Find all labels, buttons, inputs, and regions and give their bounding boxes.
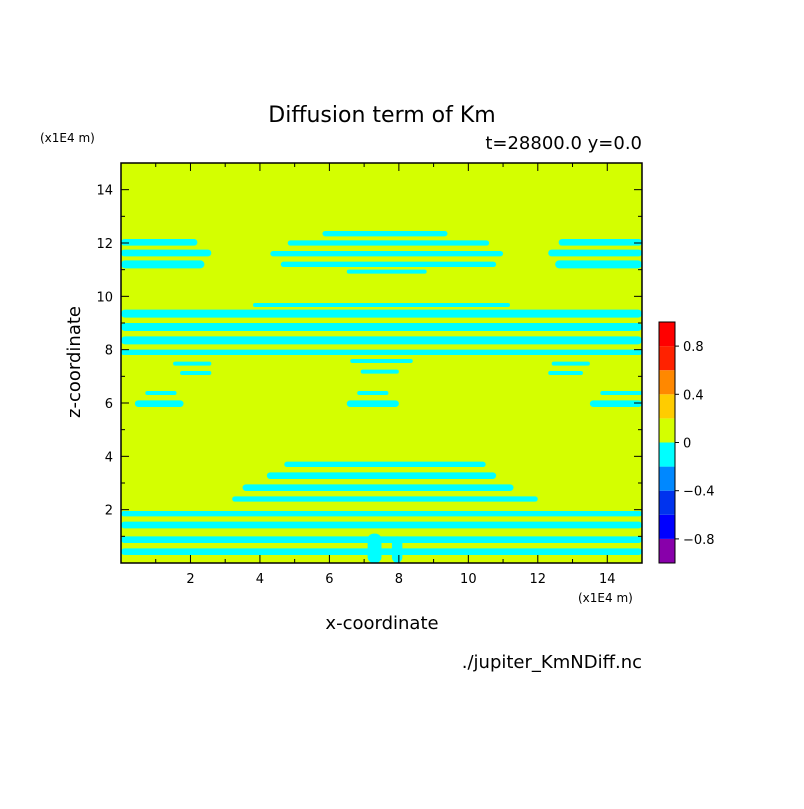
colorbar-swatch bbox=[659, 490, 675, 515]
negative-band-36 bbox=[367, 533, 382, 563]
negative-band-14 bbox=[121, 336, 642, 345]
plot-axes: 2 4 6 8 10 12 14 2 4 6 8 10 12 14 bbox=[96, 162, 643, 587]
colorbar-swatch bbox=[659, 418, 675, 443]
colorbar-tick-label: 0.4 bbox=[683, 388, 704, 403]
colorbar-swatch bbox=[659, 538, 675, 563]
negative-band-31 bbox=[232, 496, 538, 502]
colorbar-swatch bbox=[659, 514, 675, 539]
y-tick-label: 2 bbox=[105, 504, 113, 519]
negative-band-27 bbox=[589, 400, 642, 407]
chart-labels: Diffusion term of Km t=28800.0 y=0.0 (x1… bbox=[40, 103, 642, 673]
y-tick-label: 10 bbox=[96, 290, 113, 305]
negative-band-18 bbox=[551, 361, 590, 366]
negative-band-5 bbox=[555, 260, 642, 269]
x-unit-label: (x1E4 m) bbox=[578, 591, 633, 605]
negative-band-17 bbox=[180, 371, 212, 375]
x-tick-label: 8 bbox=[395, 572, 403, 587]
colorbar: 0.8 0.4 0 −0.4 −0.8 bbox=[658, 321, 715, 564]
negative-band-8 bbox=[270, 251, 504, 257]
colorbar-swatch bbox=[659, 394, 675, 419]
negative-band-15 bbox=[121, 349, 642, 355]
negative-band-23 bbox=[134, 400, 184, 407]
negative-band-10 bbox=[346, 269, 427, 274]
negative-band-0 bbox=[121, 239, 198, 246]
y-unit-label: (x1E4 m) bbox=[40, 131, 95, 145]
x-tick-label: 6 bbox=[325, 572, 333, 587]
negative-band-1 bbox=[121, 249, 212, 257]
colorbar-swatch bbox=[659, 466, 675, 491]
negative-band-19 bbox=[548, 371, 583, 375]
negative-band-7 bbox=[287, 240, 490, 246]
colorbar-swatch bbox=[659, 322, 675, 347]
x-tick-label: 4 bbox=[256, 572, 264, 587]
negative-band-25 bbox=[346, 400, 399, 407]
chart-title: Diffusion term of Km bbox=[268, 103, 495, 128]
negative-band-33 bbox=[121, 521, 642, 529]
negative-band-4 bbox=[548, 249, 642, 257]
contour-field bbox=[121, 163, 642, 563]
colorbar-tick-label: 0.8 bbox=[683, 340, 704, 355]
negative-band-30 bbox=[242, 484, 514, 491]
negative-band-24 bbox=[357, 391, 389, 395]
colorbar-swatch bbox=[659, 370, 675, 395]
x-tick-label: 14 bbox=[599, 572, 616, 587]
negative-band-12 bbox=[121, 309, 642, 318]
source-filename: ./jupiter_KmNDiff.nc bbox=[462, 652, 642, 673]
negative-band-20 bbox=[350, 359, 413, 363]
negative-band-32 bbox=[121, 511, 642, 517]
y-tick-label: 8 bbox=[105, 344, 113, 359]
x-tick-label: 12 bbox=[530, 572, 547, 587]
negative-band-21 bbox=[360, 369, 399, 374]
negative-band-26 bbox=[600, 391, 642, 395]
y-tick-label: 6 bbox=[105, 397, 113, 412]
plot-frame bbox=[120, 162, 643, 564]
y-tick-label: 12 bbox=[96, 237, 113, 252]
chart-subtitle: t=28800.0 y=0.0 bbox=[485, 133, 642, 154]
negative-band-3 bbox=[558, 239, 642, 246]
x-tick-label: 10 bbox=[460, 572, 477, 587]
negative-band-2 bbox=[121, 260, 205, 269]
negative-band-16 bbox=[173, 361, 212, 366]
negative-band-11 bbox=[252, 303, 511, 307]
x-axis-label: x-coordinate bbox=[325, 613, 438, 634]
negative-band-9 bbox=[280, 261, 497, 267]
negative-band-22 bbox=[145, 391, 177, 395]
colorbar-tick-label: 0 bbox=[683, 437, 691, 452]
y-tick-label: 4 bbox=[105, 450, 113, 465]
colorbar-swatch bbox=[659, 442, 675, 467]
negative-band-29 bbox=[266, 472, 497, 479]
x-tick-label: 2 bbox=[186, 572, 194, 587]
negative-band-28 bbox=[284, 461, 486, 467]
negative-band-13 bbox=[121, 323, 642, 331]
colorbar-tick-label: −0.8 bbox=[683, 533, 715, 548]
y-axis-label: z-coordinate bbox=[64, 306, 85, 418]
negative-band-6 bbox=[322, 231, 448, 237]
negative-band-37 bbox=[391, 536, 403, 563]
y-tick-label: 14 bbox=[96, 184, 113, 199]
colorbar-swatch bbox=[659, 346, 675, 371]
colorbar-tick-label: −0.4 bbox=[683, 485, 715, 500]
